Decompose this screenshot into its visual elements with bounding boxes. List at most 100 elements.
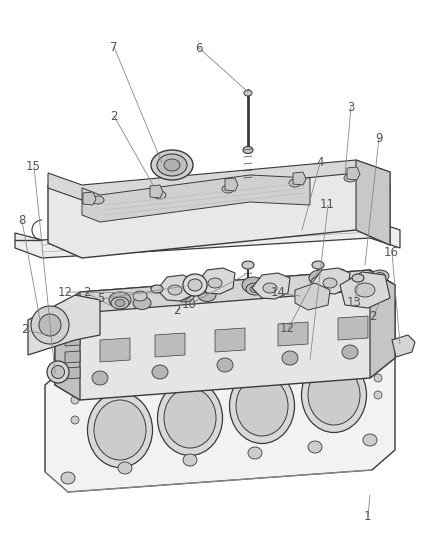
Text: 16: 16: [383, 246, 398, 260]
Ellipse shape: [71, 396, 79, 404]
Polygon shape: [15, 220, 399, 258]
Ellipse shape: [92, 196, 104, 204]
Ellipse shape: [115, 300, 125, 306]
Ellipse shape: [187, 279, 201, 291]
Ellipse shape: [78, 364, 92, 376]
Polygon shape: [292, 172, 305, 185]
Ellipse shape: [374, 272, 384, 279]
Polygon shape: [55, 270, 394, 400]
Ellipse shape: [351, 274, 363, 282]
Polygon shape: [150, 185, 162, 198]
Polygon shape: [294, 283, 329, 310]
Polygon shape: [55, 292, 80, 400]
Text: 4: 4: [315, 157, 323, 169]
Polygon shape: [346, 167, 359, 180]
Ellipse shape: [341, 345, 357, 359]
Ellipse shape: [151, 285, 162, 293]
Polygon shape: [100, 338, 130, 362]
Ellipse shape: [61, 472, 75, 484]
Ellipse shape: [39, 314, 61, 336]
Text: 15: 15: [26, 159, 41, 173]
Ellipse shape: [71, 416, 79, 424]
Ellipse shape: [51, 366, 64, 378]
Ellipse shape: [307, 365, 359, 425]
Ellipse shape: [173, 284, 195, 300]
Ellipse shape: [322, 278, 336, 288]
Ellipse shape: [176, 290, 194, 302]
Polygon shape: [157, 275, 194, 301]
Ellipse shape: [370, 270, 388, 282]
Ellipse shape: [244, 90, 251, 96]
Text: 9: 9: [374, 132, 381, 144]
Ellipse shape: [314, 334, 328, 346]
Polygon shape: [45, 342, 394, 492]
Ellipse shape: [307, 441, 321, 453]
Ellipse shape: [308, 270, 330, 286]
Ellipse shape: [332, 269, 346, 279]
Text: 10: 10: [182, 297, 196, 311]
Polygon shape: [339, 272, 389, 308]
Ellipse shape: [265, 276, 279, 286]
Ellipse shape: [109, 292, 131, 308]
Ellipse shape: [265, 281, 283, 295]
Ellipse shape: [154, 191, 166, 199]
Ellipse shape: [164, 159, 180, 171]
Polygon shape: [82, 175, 309, 222]
Ellipse shape: [332, 274, 350, 287]
Ellipse shape: [133, 354, 147, 366]
Ellipse shape: [151, 150, 193, 180]
Polygon shape: [155, 333, 184, 357]
Text: 1: 1: [363, 511, 371, 523]
Ellipse shape: [133, 291, 147, 301]
Ellipse shape: [314, 279, 324, 286]
Ellipse shape: [249, 286, 259, 293]
Ellipse shape: [236, 376, 287, 436]
Text: 3: 3: [346, 101, 353, 114]
Polygon shape: [55, 270, 394, 328]
Ellipse shape: [262, 283, 276, 293]
Polygon shape: [28, 295, 100, 355]
Polygon shape: [225, 178, 237, 191]
Text: 2: 2: [110, 109, 117, 123]
Ellipse shape: [222, 185, 233, 193]
Ellipse shape: [180, 293, 190, 300]
Polygon shape: [369, 270, 394, 378]
Polygon shape: [197, 268, 234, 294]
Ellipse shape: [92, 371, 108, 385]
Text: 12: 12: [58, 286, 73, 298]
Ellipse shape: [168, 285, 182, 295]
Ellipse shape: [94, 400, 146, 460]
Ellipse shape: [343, 174, 355, 182]
Ellipse shape: [241, 277, 263, 293]
Polygon shape: [251, 273, 290, 299]
Ellipse shape: [373, 374, 381, 382]
Polygon shape: [65, 334, 80, 346]
Ellipse shape: [245, 283, 263, 295]
Ellipse shape: [364, 330, 378, 342]
Polygon shape: [83, 192, 96, 205]
Text: 5: 5: [97, 293, 104, 305]
Ellipse shape: [354, 283, 374, 297]
Polygon shape: [215, 328, 244, 352]
Polygon shape: [65, 317, 80, 329]
Ellipse shape: [198, 283, 212, 293]
Ellipse shape: [311, 261, 323, 269]
Ellipse shape: [157, 154, 187, 176]
Text: 8: 8: [18, 214, 25, 228]
Ellipse shape: [47, 361, 69, 383]
Ellipse shape: [183, 454, 197, 466]
Ellipse shape: [241, 261, 254, 269]
Text: 2: 2: [21, 324, 28, 336]
Text: 2: 2: [83, 287, 90, 300]
Polygon shape: [65, 351, 80, 363]
Ellipse shape: [118, 462, 132, 474]
Polygon shape: [277, 322, 307, 346]
Polygon shape: [355, 160, 389, 245]
Ellipse shape: [229, 368, 294, 443]
Polygon shape: [311, 268, 349, 294]
Polygon shape: [48, 172, 389, 258]
Ellipse shape: [247, 447, 261, 459]
Text: 7: 7: [110, 41, 117, 53]
Ellipse shape: [111, 297, 129, 309]
Ellipse shape: [31, 306, 69, 344]
